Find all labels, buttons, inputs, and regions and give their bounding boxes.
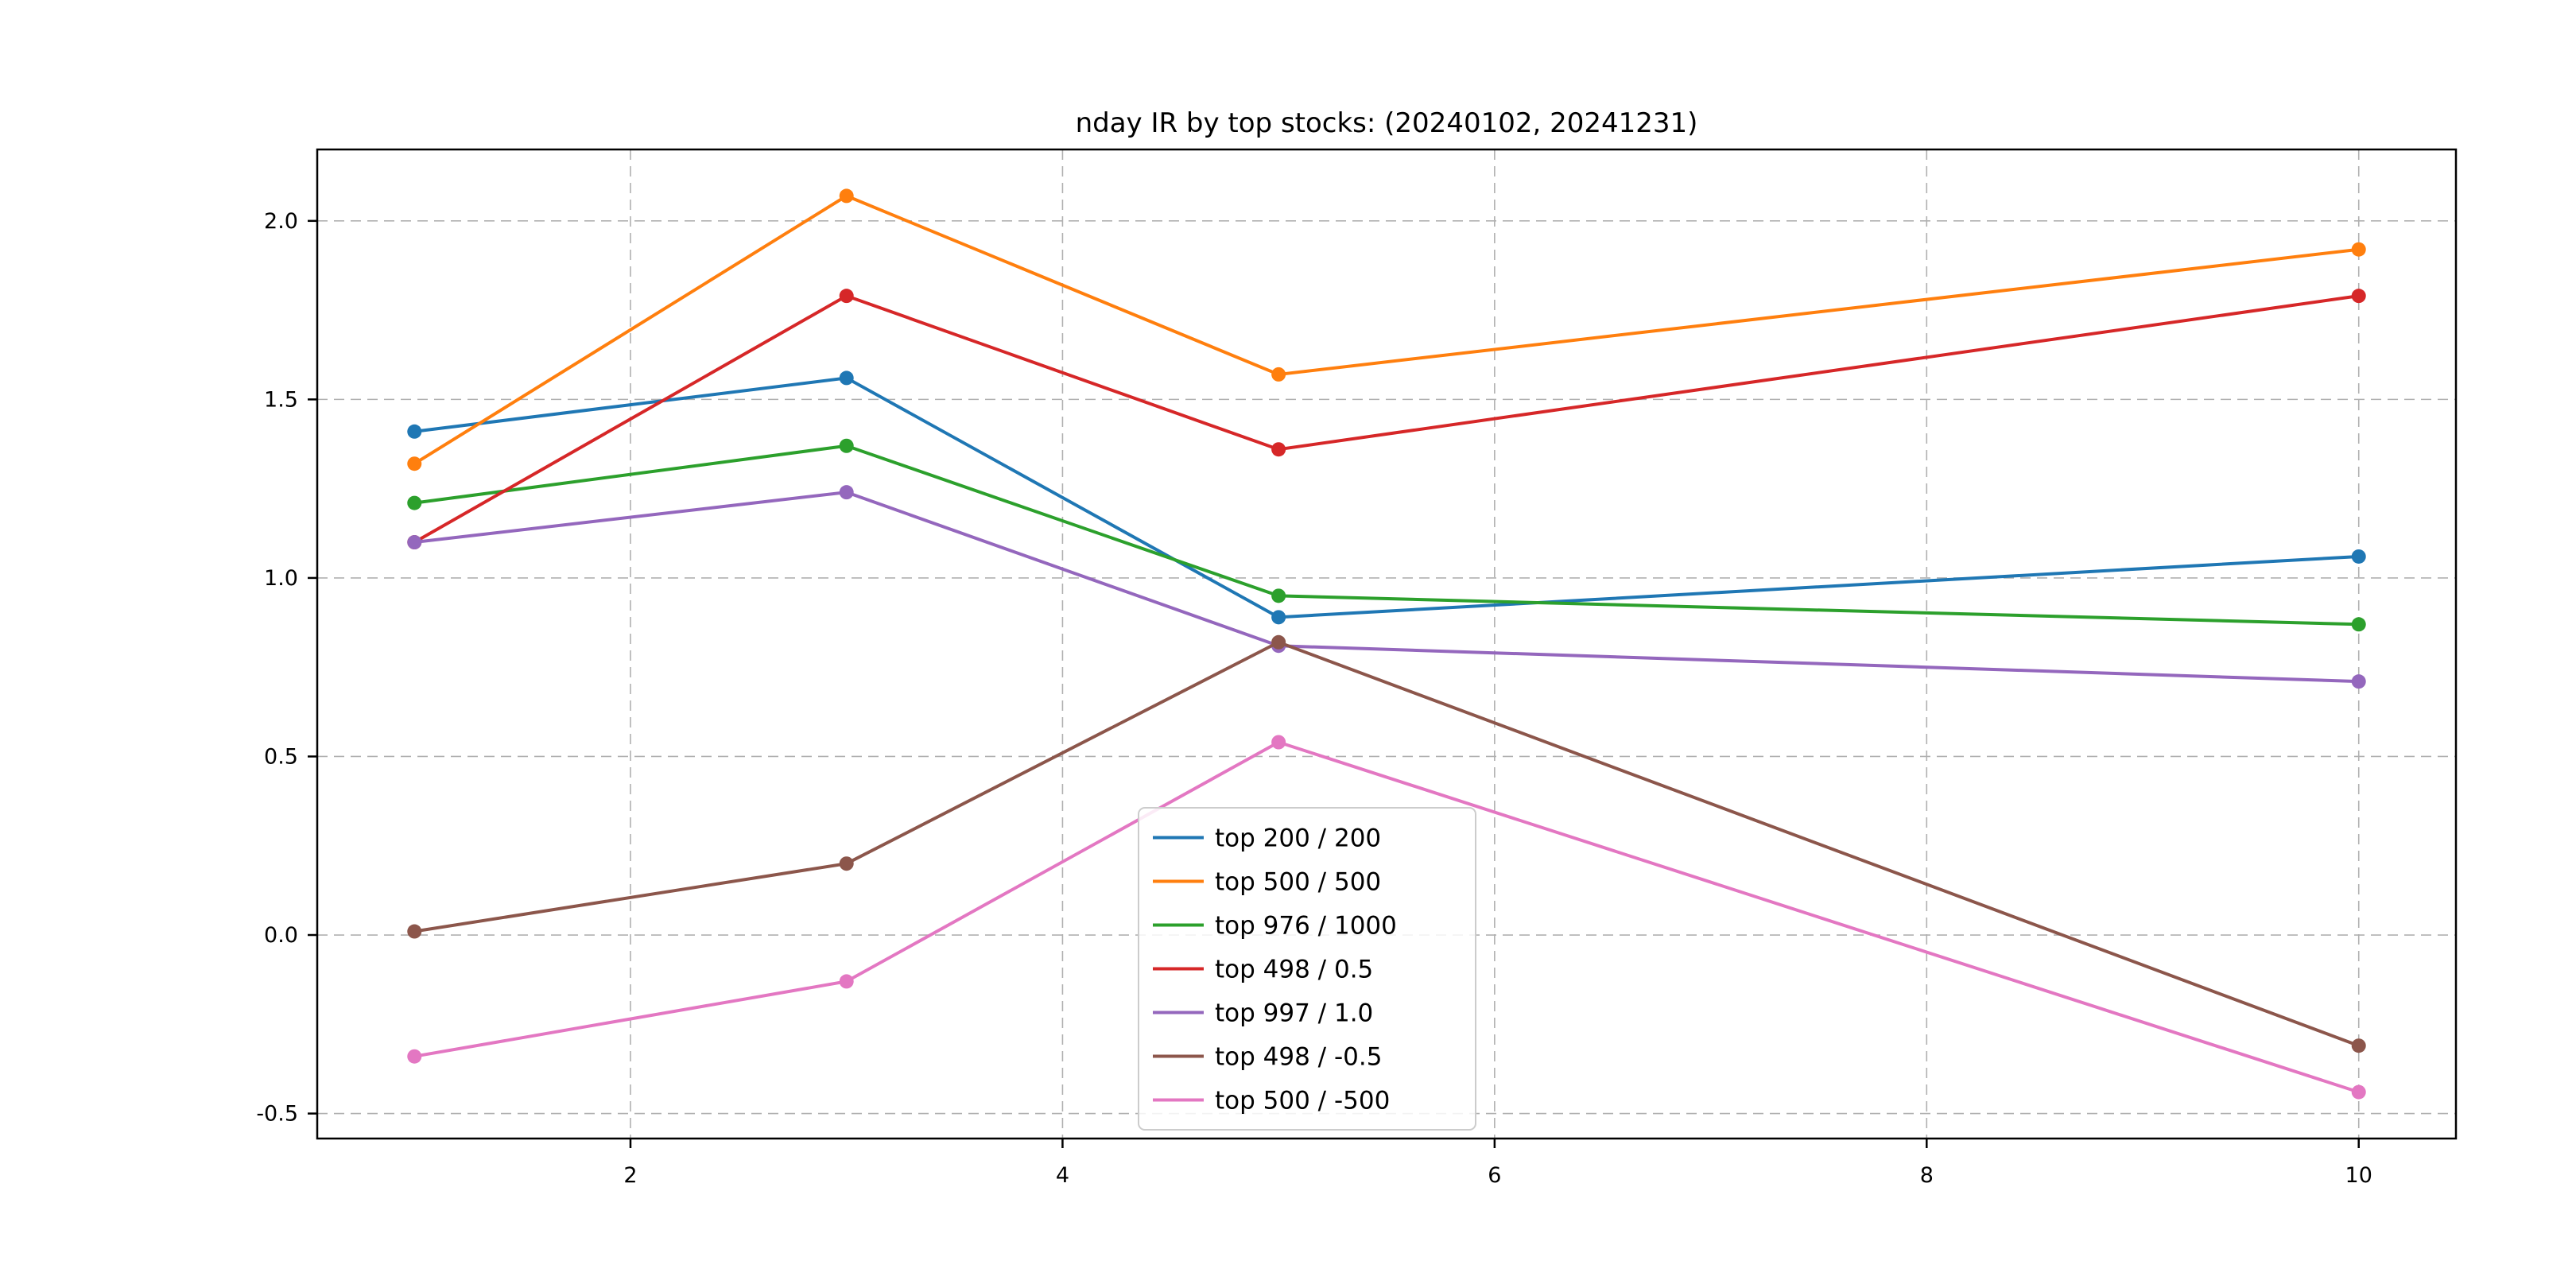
series-line-4 [414, 491, 2359, 684]
data-point-marker [2351, 1038, 2366, 1053]
legend-item: top 500 / -500 [1153, 1087, 1390, 1115]
axes-border [316, 148, 2458, 1140]
y-tick-label: 0.5 [264, 744, 298, 769]
series-line-6 [413, 740, 2360, 1094]
x-tick-label: 8 [1920, 1163, 1934, 1188]
data-point-marker [839, 974, 854, 989]
data-point-marker [1271, 634, 1286, 650]
data-point-marker [2351, 289, 2366, 304]
legend-item: top 498 / 0.5 [1153, 956, 1373, 984]
data-point-marker [1271, 367, 1286, 382]
legend-box [1138, 807, 1476, 1131]
legend-item: top 976 / 1000 [1153, 912, 1397, 941]
data-point-marker [839, 856, 854, 871]
legend-label: top 500 / -500 [1215, 1087, 1390, 1115]
legend-item: top 498 / -0.5 [1153, 1043, 1382, 1072]
series-line-3 [413, 293, 2360, 544]
data-point-marker [407, 456, 422, 471]
legend-item: top 500 / 500 [1153, 868, 1381, 897]
legend-item: top 200 / 200 [1153, 824, 1381, 853]
data-point-marker [1271, 588, 1286, 603]
x-tick-label: 2 [623, 1163, 637, 1188]
data-point-marker [407, 495, 422, 510]
legend-label: top 498 / -0.5 [1215, 1043, 1382, 1072]
data-point-marker [2351, 674, 2366, 689]
x-tick-label: 4 [1056, 1163, 1069, 1188]
data-point-marker [2351, 549, 2366, 564]
data-point-marker [1271, 735, 1286, 750]
tick-layer: 2 4 6 8 10 -0.5 0.0 0.5 1.0 1.5 2.0 [256, 209, 2372, 1188]
data-point-marker [407, 1049, 422, 1064]
data-point-marker [839, 485, 854, 500]
legend-label: top 997 / 1.0 [1215, 999, 1373, 1028]
y-tick-label: 0.0 [264, 923, 298, 948]
series-line-5 [413, 640, 2360, 1048]
legend-label: top 200 / 200 [1215, 824, 1381, 853]
data-point-marker [1271, 610, 1286, 625]
data-point-marker [839, 188, 854, 204]
series-line-0 [414, 376, 2359, 619]
series-line-1 [413, 194, 2359, 465]
series-line-2 [414, 444, 2359, 627]
chart-title: nday IR by top stocks: (20240102, 202412… [1076, 107, 1698, 139]
legend-label: top 976 / 1000 [1215, 912, 1397, 941]
data-point-marker [839, 370, 854, 386]
data-point-marker [2351, 1084, 2366, 1100]
data-point-marker [2351, 242, 2366, 257]
y-tick-label: 1.0 [264, 566, 298, 591]
y-tick-label: -0.5 [256, 1102, 298, 1127]
data-point-marker [407, 535, 422, 550]
data-point-marker [407, 924, 422, 939]
x-tick-label: 6 [1488, 1163, 1501, 1188]
legend-label: top 498 / 0.5 [1215, 956, 1373, 984]
data-point-marker [1271, 442, 1286, 457]
legend-item: top 997 / 1.0 [1153, 999, 1373, 1028]
series-layer [407, 188, 2366, 1100]
y-tick-label: 2.0 [264, 209, 298, 234]
legend-label: top 500 / 500 [1215, 868, 1381, 897]
data-point-marker [839, 289, 854, 304]
data-point-marker [839, 438, 854, 453]
data-point-marker [2351, 617, 2366, 632]
y-tick-label: 1.5 [264, 387, 298, 412]
legend: top 200 / 200 top 500 / 500 top 976 / 1000… [1138, 807, 1476, 1131]
x-tick-label: 10 [2345, 1163, 2372, 1188]
data-point-marker [407, 424, 422, 439]
